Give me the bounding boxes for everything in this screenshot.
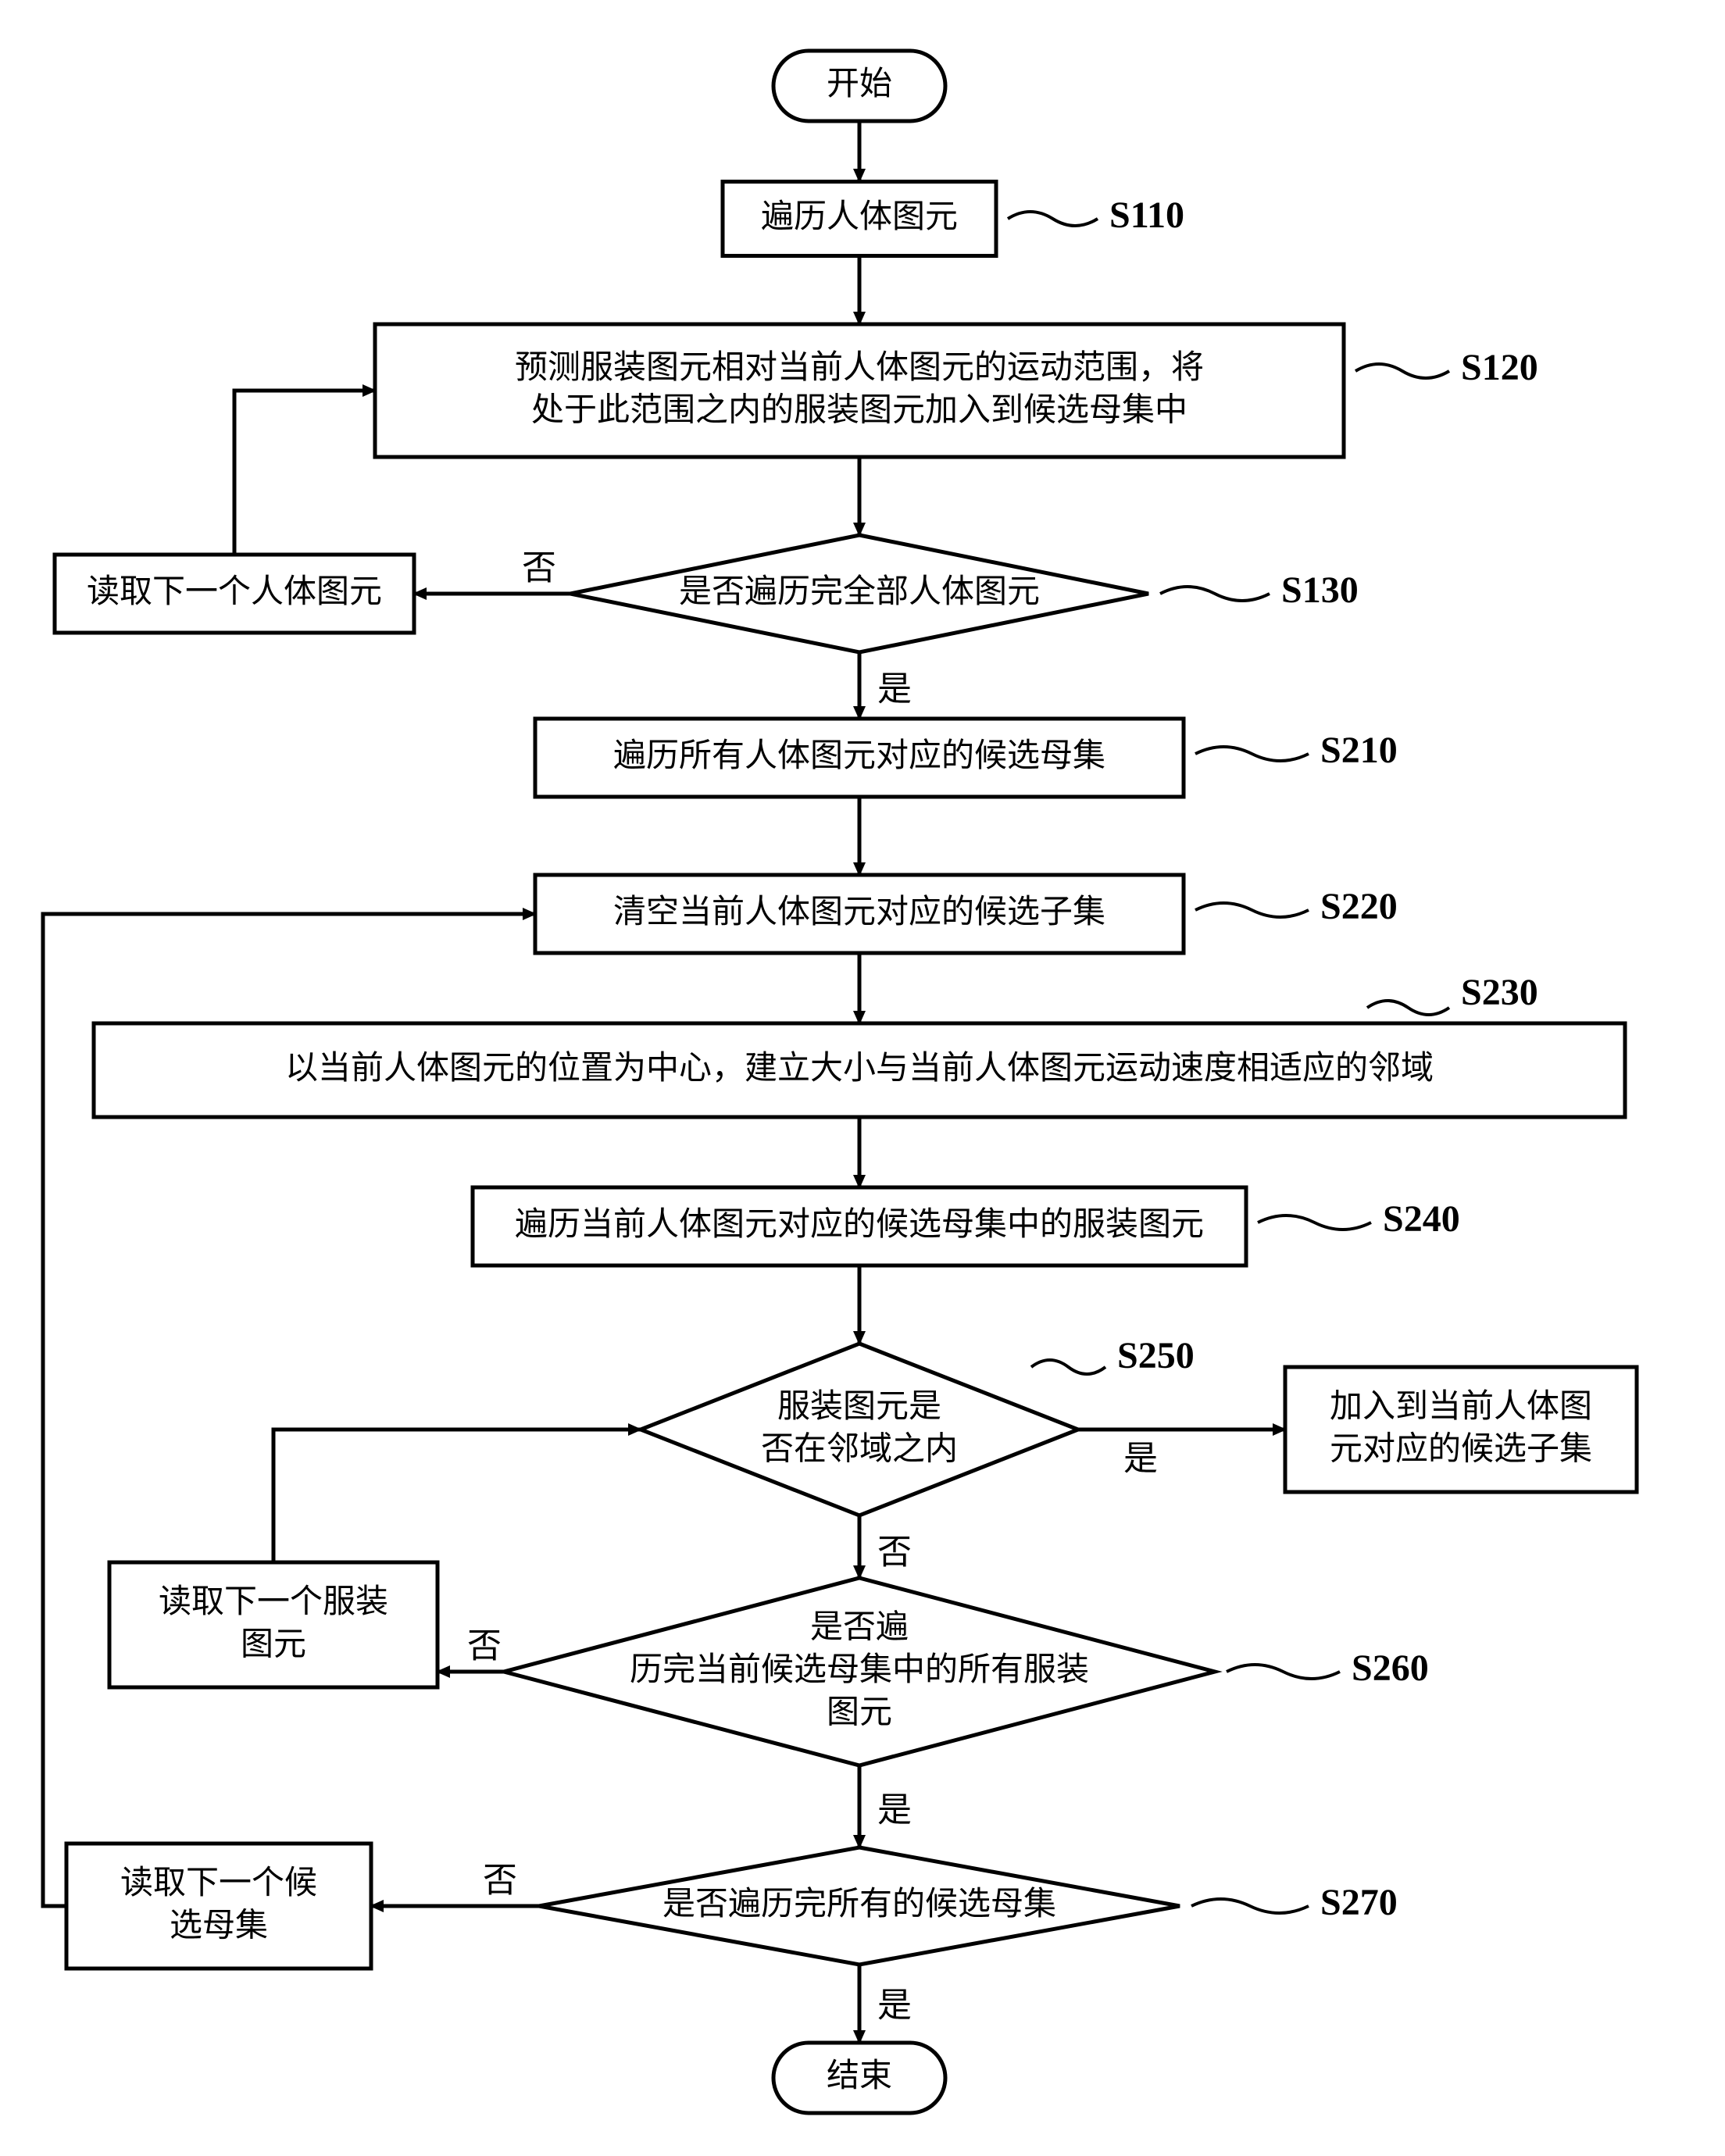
node-text: 读取下一个人体图元 [87,573,382,609]
edge-label: 否 [483,1862,517,1900]
step-label: S270 [1320,1882,1398,1923]
node-text: 清空当前人体图元对应的候选子集 [613,893,1105,930]
node-text: 读取下一个服装 [159,1583,388,1619]
edge-label: 否 [522,549,556,587]
node-text: 遍历人体图元 [761,198,958,234]
edge-label: 否 [877,1533,912,1572]
node-text: 处于此范围之内的服装图元加入到候选母集中 [531,391,1188,427]
edge-readNextBody-s120 [234,391,375,555]
step-label: S110 [1109,195,1184,236]
node-text: 结束 [827,2057,892,2094]
step-label: S210 [1320,730,1398,771]
edge-label: 是 [877,1986,912,2025]
step-label: S260 [1352,1647,1429,1689]
node-text: 选母集 [170,1906,268,1943]
node-text: 遍历当前人体图元对应的候选母集中的服装图元 [515,1205,1204,1242]
edge-label: 否 [467,1627,502,1665]
step-label: S130 [1281,569,1359,611]
node-text: 加入到当前人体图 [1330,1387,1592,1424]
node-text: 图元 [827,1694,892,1730]
edge-readNextCloth-s250 [273,1430,641,1562]
step-label: S240 [1383,1198,1460,1240]
edge-label: 是 [877,670,912,709]
step-label: S220 [1320,886,1398,927]
node-text: 否在邻域之内 [761,1430,958,1466]
step-label: S250 [1117,1335,1195,1376]
node-text: 预测服装图元相对当前人体图元的运动范围，将 [515,348,1204,385]
edge-label: 是 [1123,1440,1158,1478]
node-text: 是否遍历完全部人体图元 [679,573,1040,609]
node-text: 服装图元是 [777,1387,941,1424]
node-text: 元对应的候选子集 [1330,1430,1592,1466]
node-text: 遍历所有人体图元对应的候选母集 [613,737,1105,773]
step-label: S230 [1461,972,1538,1013]
flowchart-canvas: 开始遍历人体图元预测服装图元相对当前人体图元的运动范围，将处于此范围之内的服装图… [0,0,1725,2156]
node-text: 读取下一个候 [120,1864,317,1901]
node-text: 历完当前候选母集中的所有服装 [630,1651,1089,1687]
node-text: 是否遍 [810,1608,909,1644]
node-text: 是否遍历完所有的候选母集 [662,1885,1056,1922]
node-text: 开始 [827,65,892,102]
node-text: 以当前人体图元的位置为中心，建立大小与当前人体图元运动速度相适应的邻域 [285,1049,1434,1086]
node-text: 图元 [241,1625,306,1662]
step-label: S120 [1461,347,1538,388]
edge-label: 是 [877,1791,912,1829]
